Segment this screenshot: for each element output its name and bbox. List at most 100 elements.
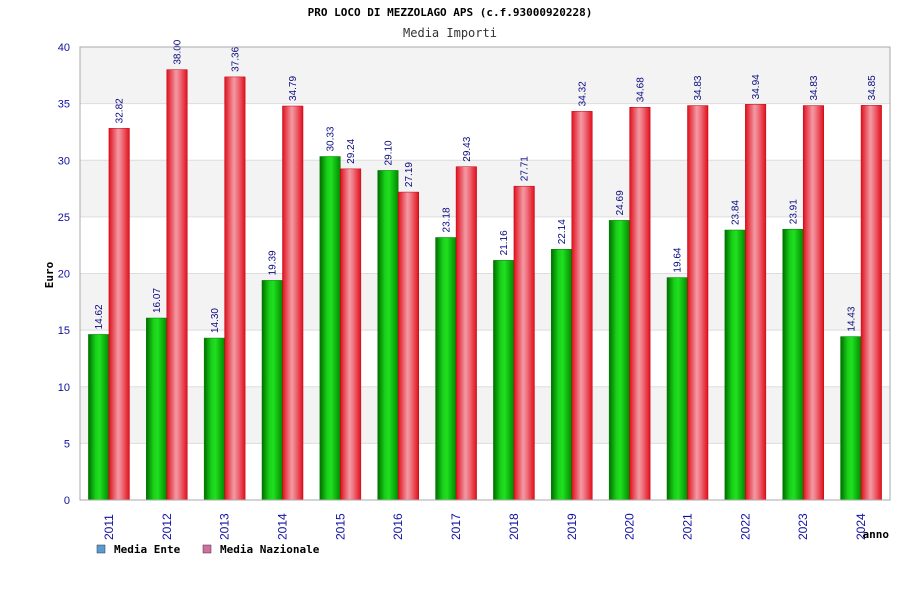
- bar-media-ente: [551, 249, 573, 501]
- y-tick-label: 15: [58, 325, 70, 337]
- x-tick-label: 2017: [449, 513, 463, 540]
- bar-media-nazionale: [629, 106, 651, 501]
- data-label: 16.07: [152, 288, 163, 313]
- data-label: 34.32: [578, 81, 589, 106]
- y-tick-label: 30: [58, 155, 70, 167]
- data-label: 34.79: [288, 76, 299, 101]
- value-labels: 14.62 32.82 16.07 38.00 14.30 37.36 19.39 34.79…: [94, 39, 878, 333]
- plot-band: [80, 216, 890, 274]
- y-tick-label: 25: [58, 212, 70, 224]
- legend-swatch-nazionale: [202, 544, 212, 554]
- bar-media-nazionale: [802, 105, 824, 501]
- legend-label-ente: Media Ente: [114, 543, 181, 556]
- legend-label-nazionale: Media Nazionale: [220, 543, 320, 556]
- x-tick-label: 2020: [623, 513, 637, 540]
- bar-media-ente: [782, 228, 804, 501]
- plot-band: [80, 273, 890, 331]
- x-tick-label: 2024: [854, 513, 868, 540]
- bar-media-nazionale: [455, 166, 477, 501]
- bar-media-nazionale: [571, 111, 593, 501]
- bar-media-ente: [88, 334, 110, 501]
- y-tick-label: 35: [58, 99, 70, 111]
- x-tick-label: 2023: [796, 513, 810, 540]
- x-tick-label: 2015: [333, 513, 347, 540]
- bar-media-ente: [493, 260, 515, 501]
- x-tick-label: 2011: [102, 514, 116, 540]
- x-tick-label: 2022: [738, 513, 752, 540]
- x-tick-label: 2012: [160, 513, 174, 540]
- plot-frame: [79, 46, 891, 501]
- y-tick-label: 10: [58, 382, 70, 394]
- bar-media-ente: [377, 170, 399, 501]
- x-tick-label: 2014: [276, 513, 290, 540]
- plot-band: [80, 160, 890, 217]
- bar-media-nazionale: [224, 76, 246, 501]
- data-label: 29.24: [346, 138, 357, 163]
- chart-title: PRO LOCO DI MEZZOLAGO APS (c.f.930009202…: [308, 6, 593, 19]
- plot-band: [80, 386, 890, 444]
- y-tick-label: 20: [58, 269, 70, 281]
- data-label: 29.10: [383, 140, 394, 165]
- x-tick-label: 2016: [391, 513, 405, 540]
- data-label: 22.14: [557, 219, 568, 244]
- plot-band: [80, 443, 890, 500]
- legend: Media Ente Media Nazionale: [96, 543, 320, 556]
- bar-media-nazionale: [745, 104, 767, 501]
- data-label: 23.84: [731, 200, 742, 225]
- data-label: 14.43: [846, 306, 857, 331]
- data-label: 14.62: [94, 304, 105, 329]
- data-label: 34.85: [867, 75, 878, 100]
- data-label: 29.43: [462, 136, 473, 161]
- bar-media-nazionale: [860, 105, 882, 501]
- x-tick-label: 2013: [218, 513, 232, 540]
- legend-swatch-ente: [96, 544, 106, 554]
- x-tick-label: 2021: [681, 513, 695, 540]
- bar-media-ente: [146, 317, 168, 501]
- data-label: 24.69: [615, 190, 626, 215]
- data-label: 37.36: [230, 46, 241, 71]
- plot-band: [80, 103, 890, 161]
- data-label: 27.71: [520, 156, 531, 181]
- data-label: 27.19: [404, 162, 415, 187]
- bar-media-ente: [203, 337, 225, 501]
- plot-band: [80, 330, 890, 387]
- bar-media-nazionale: [397, 191, 419, 501]
- bar-media-ente: [840, 336, 862, 501]
- bar-media-nazionale: [687, 105, 709, 501]
- x-tick-label: 2018: [507, 513, 521, 540]
- bar-media-ente: [724, 229, 746, 501]
- bar-media-ente: [319, 156, 341, 501]
- y-axis-ticks: 0 5 10 15 20 25 30 35 40: [58, 42, 70, 507]
- data-label: 14.30: [210, 308, 221, 333]
- data-label: 21.16: [499, 230, 510, 255]
- bar-media-ente: [435, 237, 457, 501]
- y-axis-label: Euro: [43, 261, 56, 288]
- bar-media-ente: [261, 280, 283, 501]
- data-label: 38.00: [173, 39, 184, 64]
- y-tick-label: 40: [58, 42, 70, 54]
- data-label: 30.33: [326, 126, 337, 151]
- data-label: 34.68: [635, 77, 646, 102]
- data-label: 23.91: [788, 199, 799, 224]
- data-label: 34.94: [751, 74, 762, 99]
- x-axis-ticks: 2011 2012 2013 2014 2015 2016 2017 2018 2019 2020…: [102, 513, 868, 540]
- y-tick-label: 0: [64, 495, 70, 507]
- bar-media-nazionale: [513, 185, 535, 501]
- data-label: 23.18: [441, 207, 452, 232]
- bars: [88, 69, 882, 501]
- data-label: 19.64: [673, 247, 684, 272]
- data-label: 34.83: [693, 75, 704, 100]
- plot-band: [80, 47, 890, 104]
- data-label: 32.82: [115, 98, 126, 123]
- y-tick-label: 5: [64, 438, 70, 450]
- bar-media-nazionale: [340, 168, 362, 501]
- bar-media-nazionale: [282, 105, 304, 501]
- chart-subtitle: Media Importi: [403, 26, 497, 40]
- bar-media-ente: [608, 220, 630, 501]
- x-axis-label: anno: [863, 528, 890, 541]
- x-tick-label: 2019: [565, 513, 579, 540]
- data-label: 19.39: [268, 250, 279, 275]
- bar-media-ente: [666, 277, 688, 501]
- data-label: 34.83: [809, 75, 820, 100]
